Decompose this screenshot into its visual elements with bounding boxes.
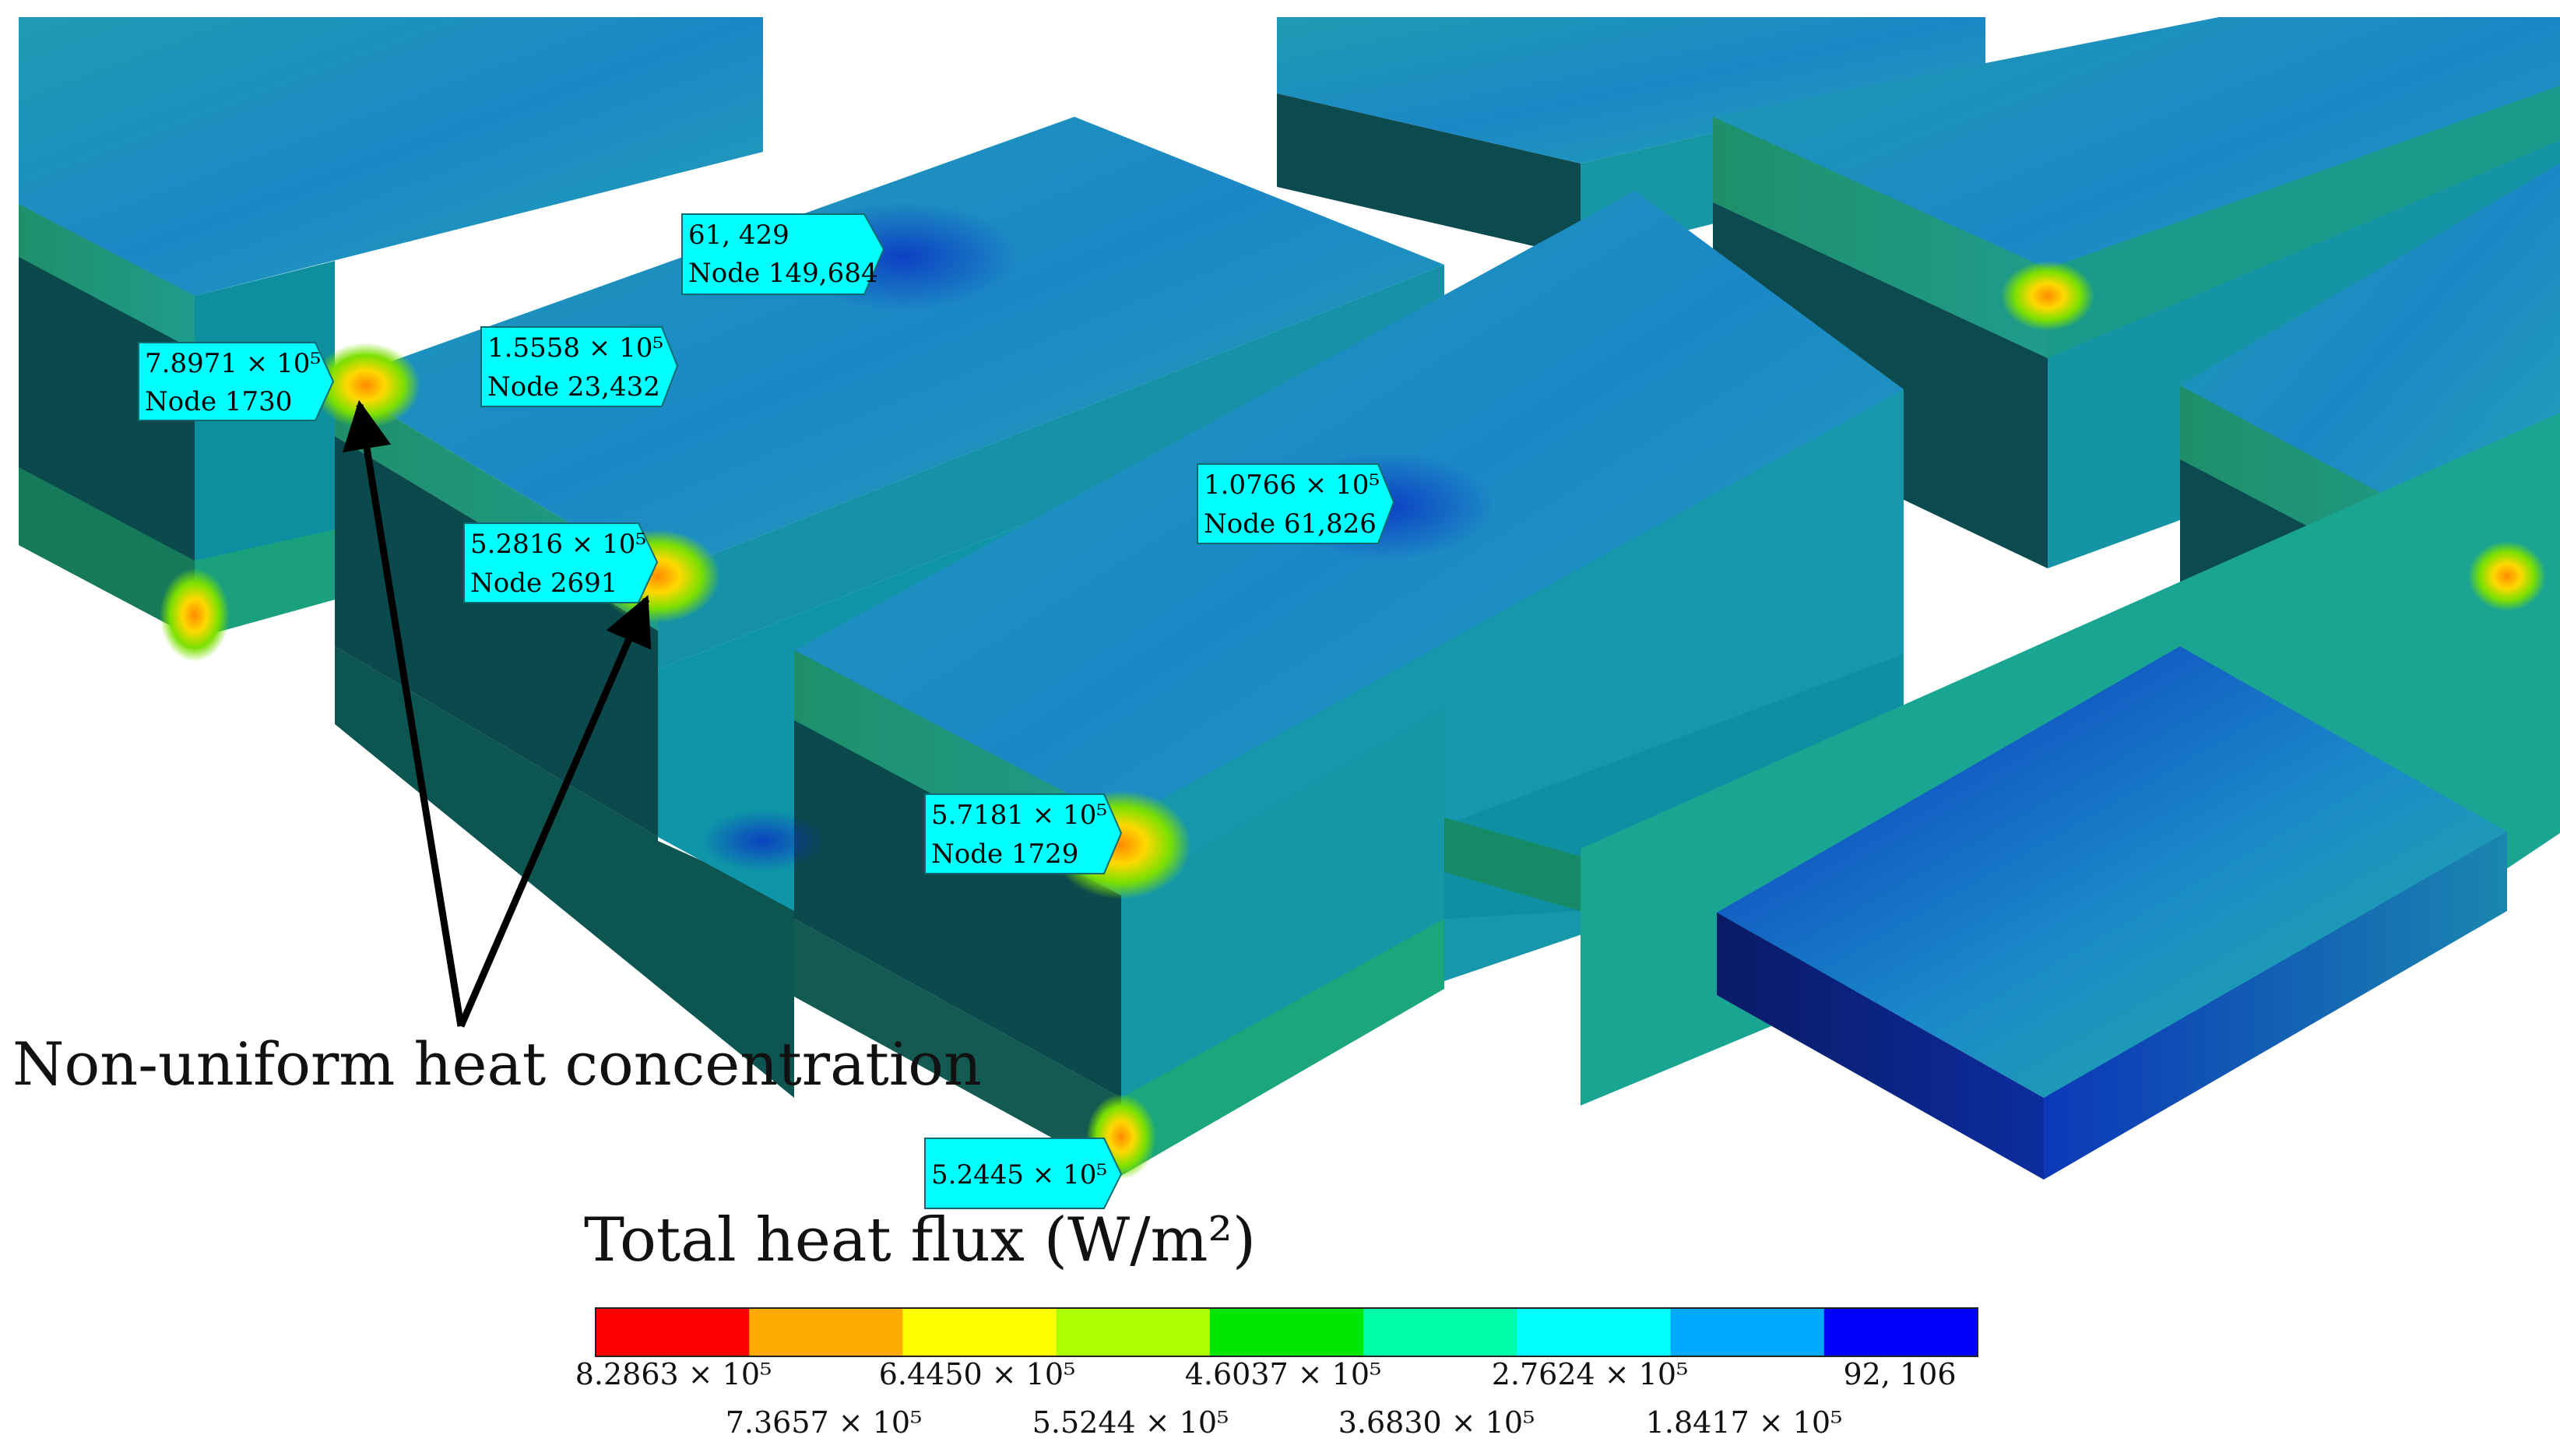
heat-arrows (343, 399, 652, 1028)
probe-node-2691[interactable]: 5.2816 × 10⁵ Node 2691 (463, 522, 659, 603)
probe-value: 5.2445 × 10⁵ (931, 1159, 1107, 1190)
blue-plate (1717, 646, 2507, 1180)
colorbar-tick-bottom: 1.8417 × 10⁵ (1645, 1405, 1843, 1440)
probe-value: 5.2816 × 10⁵ (470, 529, 646, 560)
probe-node: Node 61,826 (1204, 508, 1377, 540)
legend-title: Total heat flux (W/m²) (584, 1205, 1257, 1275)
colorbar-swatch (1823, 1308, 1978, 1356)
colorbar-swatch (1670, 1308, 1825, 1356)
colorbar-tick-top: 4.6037 × 10⁵ (1184, 1357, 1382, 1391)
heat-concentration-caption: Non-uniform heat concentration (12, 1029, 982, 1099)
colorbar-tick-top: 2.7624 × 10⁵ (1491, 1357, 1689, 1391)
probe-bottom[interactable]: 5.2445 × 10⁵ (924, 1138, 1123, 1209)
colorbar-tick-top: 92, 106 (1843, 1357, 1957, 1391)
colorbar-swatch (1517, 1308, 1672, 1356)
probe-value: 5.7181 × 10⁵ (931, 800, 1107, 831)
colorbar-tick-bottom: 5.5244 × 10⁵ (1032, 1405, 1229, 1440)
probe-value: 1.5558 × 10⁵ (487, 332, 663, 364)
colorbar-tick-bottom: 7.3657 × 10⁵ (725, 1405, 923, 1440)
colorbar-tick-top: 8.2863 × 10⁵ (575, 1357, 772, 1391)
probe-node: Node 1730 (145, 386, 292, 417)
probe-node-149684[interactable]: 61, 429 Node 149,684 (681, 213, 885, 295)
colorbar-tick-top: 6.4450 × 10⁵ (878, 1357, 1076, 1391)
colorbar-tick-bottom: 3.6830 × 10⁵ (1338, 1405, 1535, 1440)
probe-value: 61, 429 (688, 220, 789, 251)
probe-node-23432[interactable]: 1.5558 × 10⁵ Node 23,432 (480, 326, 679, 407)
probe-value: 1.0766 × 10⁵ (1204, 470, 1380, 501)
colorbar-frame (595, 1307, 1978, 1357)
probe-node-61826[interactable]: 1.0766 × 10⁵ Node 61,826 (1197, 463, 1395, 544)
colorbar (595, 1307, 1978, 1357)
colorbar-swatch (1056, 1308, 1211, 1356)
probe-node-1730[interactable]: 7.8971 × 10⁵ Node 1730 (138, 342, 335, 421)
probe-node: Node 2691 (470, 568, 617, 599)
probe-node: Node 149,684 (688, 258, 878, 289)
colorbar-swatch (749, 1308, 903, 1356)
colorbar-swatch (596, 1308, 750, 1356)
colorbar-swatch (902, 1308, 1057, 1356)
arrow-to-node-1730 (343, 399, 465, 1027)
probe-value: 7.8971 × 10⁵ (145, 348, 321, 379)
arrow-to-node-2691 (457, 595, 652, 1028)
colorbar-swatch (1363, 1308, 1517, 1356)
probe-node: Node 1729 (931, 839, 1078, 870)
probe-node: Node 23,432 (487, 371, 660, 403)
probe-node-1729[interactable]: 5.7181 × 10⁵ Node 1729 (924, 793, 1123, 874)
colorbar-swatch (1209, 1308, 1364, 1356)
